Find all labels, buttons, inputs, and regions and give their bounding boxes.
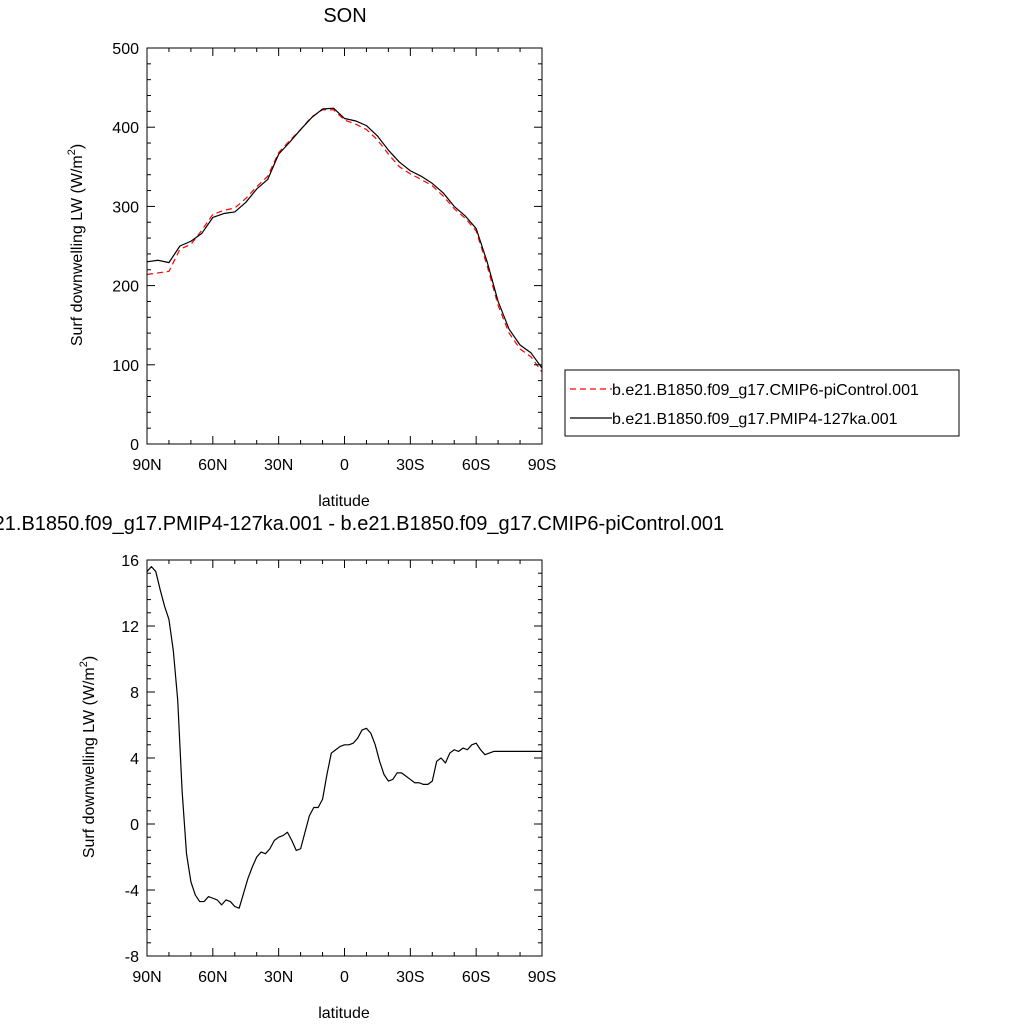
top-chart-title: SON — [323, 5, 366, 27]
top-legend: b.e21.B1850.f09_g17.CMIP6-piControl.001 … — [564, 369, 960, 437]
bottom-panel: b.e21.B1850.f09_g17.PMIP4-127ka.001 - b.… — [0, 513, 724, 1022]
top-x-tick-label: 30N — [264, 457, 293, 474]
top-y-tick-label: 300 — [112, 199, 139, 216]
legend-box — [564, 369, 960, 437]
bottom-plot-area: 90N 60N 30N 0 30S 60S 90S -8 -4 0 4 8 12 16 — [121, 553, 556, 986]
top-x-tick-label: 0 — [340, 457, 349, 474]
bottom-x-tick-label: 30N — [264, 969, 293, 986]
top-x-axis-label: latitude — [318, 493, 370, 510]
legend-label-series-2: b.e21.B1850.f09_g17.PMIP4-127ka.001 — [612, 411, 898, 428]
bottom-y-tick-label: 0 — [130, 817, 139, 834]
top-plot-area: 90N 60N 30N 0 30S 60S 90S 0 100 200 300 400 500 — [112, 41, 556, 474]
bottom-plot-frame — [146, 559, 543, 957]
bottom-x-tick-label: 90N — [132, 969, 161, 986]
top-series-line-1 — [146, 109, 543, 373]
bottom-y-axis-label: Surf downwelling LW (W/m2) — [78, 656, 98, 858]
bottom-x-tick-label: 60S — [462, 969, 490, 986]
top-x-tick-label: 60S — [462, 457, 490, 474]
top-x-tick-label: 30S — [396, 457, 424, 474]
top-y-tick-label: 200 — [112, 279, 139, 296]
top-y-tick-label: 100 — [112, 358, 139, 375]
top-y-axis-label-sup: 2 — [66, 149, 78, 155]
top-plot-frame — [146, 47, 543, 445]
top-x-tick-label: 90N — [132, 457, 161, 474]
bottom-x-tick-label: 30S — [396, 969, 424, 986]
top-y-axis-label: Surf downwelling LW (W/m2) — [66, 144, 86, 346]
top-y-tick-label: 500 — [112, 41, 139, 58]
top-x-tick-label: 90S — [528, 457, 556, 474]
bottom-series-line-1 — [146, 566, 542, 909]
bottom-x-tick-label: 0 — [340, 969, 349, 986]
bottom-x-axis-label: latitude — [318, 1005, 370, 1022]
top-panel: SON 90N 60N 30N 0 30S 60S 90S0100200300400500 … — [66, 5, 960, 510]
bottom-x-tick-label: 60N — [198, 969, 227, 986]
bottom-y-tick-label: 4 — [130, 751, 139, 768]
top-series-line-2 — [146, 107, 543, 369]
top-y-tick-label: 0 — [130, 437, 139, 454]
top-y-axis-label-main: Surf downwelling LW (W/m — [69, 155, 86, 346]
bottom-y-axis-label-main: Surf downwelling LW (W/m — [81, 667, 98, 858]
bottom-y-tick-label: -8 — [125, 949, 139, 966]
bottom-y-tick-label: -4 — [125, 883, 139, 900]
bottom-y-axis-label-sup: 2 — [78, 661, 90, 667]
bottom-x-tick-label: 90S — [528, 969, 556, 986]
top-y-axis-label-close: ) — [69, 144, 86, 149]
bottom-chart-title: b.e21.B1850.f09_g17.PMIP4-127ka.001 - b.… — [0, 513, 724, 535]
bottom-y-tick-label: 12 — [121, 619, 139, 636]
legend-label-series-1: b.e21.B1850.f09_g17.CMIP6-piControl.001 — [612, 382, 919, 399]
top-x-tick-label: 60N — [198, 457, 227, 474]
top-y-tick-label: 400 — [112, 120, 139, 137]
bottom-y-tick-label: 8 — [130, 685, 139, 702]
bottom-y-tick-label: 16 — [121, 553, 139, 570]
bottom-y-axis-label-close: ) — [81, 656, 98, 661]
